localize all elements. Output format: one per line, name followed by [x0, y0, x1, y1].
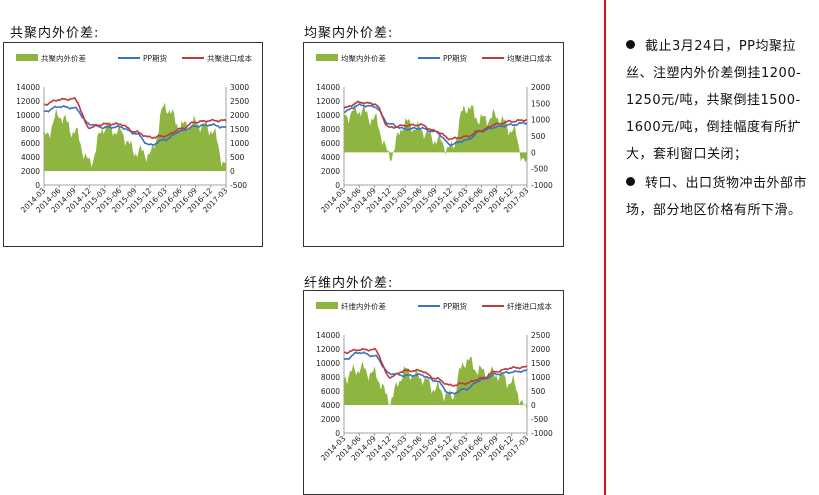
y-right-tick-label: 2000: [230, 111, 249, 120]
legend-label: 纤维内外价差: [341, 301, 386, 311]
y-right-tick-label: 2500: [230, 97, 249, 106]
chart-homopolymer: 均聚内外价差 PP期货 均聚进口成本140001200010000800060004…: [316, 53, 553, 215]
y-left-tick-label: 6000: [321, 139, 340, 148]
y-right-tick-label: 1500: [230, 125, 249, 134]
y-right-tick-label: 2000: [531, 83, 550, 92]
y-left-tick-label: 0: [335, 181, 340, 190]
y-left-tick-label: 0: [335, 429, 340, 438]
legend-label: 均聚进口成本: [507, 53, 552, 63]
series-area-spread: [344, 356, 527, 412]
chart-copolymer: 共聚内外价差 PP期货 共聚进口成本140001200010000800060004…: [16, 53, 252, 215]
y-right-tick-label: 500: [230, 153, 245, 162]
y-right-tick-label: -1000: [531, 181, 553, 190]
series-area-spread: [44, 102, 226, 171]
y-right-tick-label: 1500: [531, 99, 550, 108]
y-left-tick-label: 10000: [16, 111, 40, 120]
y-right-tick-label: 3000: [230, 83, 249, 92]
chart-title-homopolymer: 均聚内外价差:: [304, 26, 394, 41]
note-item: 转口、出口货物冲击外部市场，部分地区价格有所下滑。: [626, 170, 812, 224]
bullet-icon: [626, 177, 635, 186]
chart-title-copolymer: 共聚内外价差:: [10, 26, 100, 41]
y-left-tick-label: 6000: [21, 139, 40, 148]
y-left-tick-label: 0: [35, 181, 40, 190]
note-item: 截止3月24日，PP均聚拉丝、注塑内外价差倒挂1200-1250元/吨，共聚倒挂…: [626, 33, 812, 168]
chart-panel-homopolymer: 均聚内外价差 PP期货 均聚进口成本 14000 12000 10000 8000 6000 4…: [303, 42, 564, 247]
y-left-tick-label: 4000: [321, 153, 340, 162]
y-left-tick-label: 8000: [321, 373, 340, 382]
series-line-pp-futures: [44, 105, 227, 146]
series-line-import-cost: [343, 100, 528, 141]
y-right-tick-label: 2500: [531, 331, 550, 340]
chart-fiber: 纤维内外价差 PP期货 纤维进口成本140001200010000800060004…: [316, 301, 553, 463]
y-right-tick-label: -500: [531, 415, 548, 424]
legend-label: PP期货: [443, 301, 468, 311]
y-left-tick-label: 2000: [21, 167, 40, 176]
y-right-tick-label: 0: [531, 401, 536, 410]
y-left-tick-label: 12000: [316, 345, 340, 354]
chart-legend: 均聚内外价差 PP期货 均聚进口成本: [316, 53, 552, 63]
legend-label: PP期货: [143, 53, 168, 63]
y-left-tick-label: 6000: [321, 387, 340, 396]
y-right-tick-label: 500: [531, 132, 546, 141]
legend-label: 共聚进口成本: [207, 53, 252, 63]
y-left-tick-label: 10000: [316, 111, 340, 120]
y-right-tick-label: 500: [531, 387, 546, 396]
y-right-tick-label: 0: [531, 148, 536, 157]
y-left-tick-label: 12000: [316, 97, 340, 106]
legend-swatch: [316, 302, 338, 309]
y-left-tick-label: 10000: [316, 359, 340, 368]
y-left-tick-label: 4000: [321, 401, 340, 410]
note-text-2: 转口、出口货物冲击外部市场，部分地区价格有所下滑。: [626, 176, 808, 218]
legend-label: 均聚内外价差: [341, 53, 386, 63]
y-right-tick-label: 1500: [531, 359, 550, 368]
series-line-import-cost: [43, 96, 227, 139]
y-left-tick-label: 14000: [316, 331, 340, 340]
series-line-import-cost: [343, 347, 528, 387]
chart-legend: 共聚内外价差 PP期货 共聚进口成本: [16, 53, 252, 63]
legend-swatch: [16, 54, 38, 61]
commentary: 截止3月24日，PP均聚拉丝、注塑内外价差倒挂1200-1250元/吨，共聚倒挂…: [626, 33, 812, 226]
legend-label: PP期货: [443, 53, 468, 63]
series-line-pp-futures: [343, 351, 528, 395]
y-left-tick-label: 4000: [21, 153, 40, 162]
chart-title-fiber: 纤维内外价差:: [304, 276, 394, 291]
bullet-icon: [626, 40, 635, 49]
note-text-1: 截止3月24日，PP均聚拉丝、注塑内外价差倒挂1200-1250元/吨，共聚倒挂…: [626, 39, 802, 162]
chart-panel-fiber: 纤维内外价差 PP期货 纤维进口成本 14000 12000 10000 8000 6000 4…: [303, 290, 564, 495]
y-right-tick-label: -500: [531, 165, 548, 174]
y-right-tick-label: 0: [230, 167, 235, 176]
y-right-tick-label: 2000: [531, 345, 550, 354]
y-left-tick-label: 2000: [321, 415, 340, 424]
y-left-tick-label: 14000: [16, 83, 40, 92]
y-right-tick-label: 1000: [531, 373, 550, 382]
y-left-tick-label: 8000: [321, 125, 340, 134]
y-left-tick-label: 8000: [21, 125, 40, 134]
y-left-tick-label: 2000: [321, 167, 340, 176]
series-area-spread: [344, 103, 527, 163]
y-right-tick-label: 1000: [230, 139, 249, 148]
chart-panel-copolymer: 共聚内外价差 PP期货 共聚进口成本 14000 12000 10000 8000 6000 4…: [3, 42, 263, 247]
y-right-tick-label: -500: [230, 181, 247, 190]
y-right-tick-label: 1000: [531, 116, 550, 125]
y-left-tick-label: 12000: [16, 97, 40, 106]
y-left-tick-label: 14000: [316, 83, 340, 92]
legend-swatch: [316, 54, 338, 61]
chart-legend: 纤维内外价差 PP期货 纤维进口成本: [316, 301, 552, 311]
y-right-tick-label: -1000: [531, 429, 553, 438]
legend-label: 纤维进口成本: [507, 301, 552, 311]
divider-line: [604, 0, 606, 495]
legend-label: 共聚内外价差: [41, 53, 86, 63]
